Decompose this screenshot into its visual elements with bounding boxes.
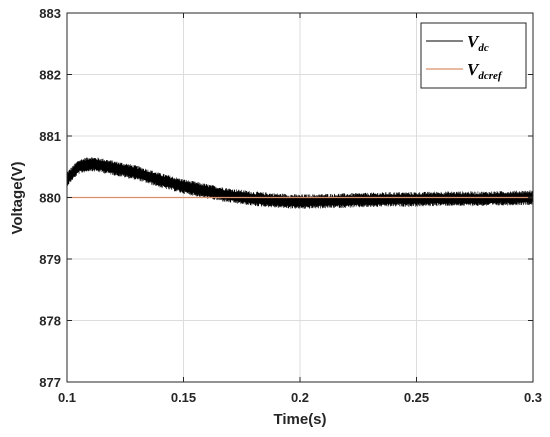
y-tick-label: 883 bbox=[39, 6, 61, 21]
x-tick-label: 0.15 bbox=[171, 390, 196, 405]
legend-label-vdcref: Vdcref bbox=[467, 60, 503, 82]
tick-marks bbox=[66, 12, 534, 383]
series-line-v-dc bbox=[66, 157, 534, 209]
y-tick-label: 877 bbox=[39, 375, 61, 390]
y-tick-label: 880 bbox=[39, 191, 61, 206]
legend-box bbox=[420, 22, 527, 89]
legend: Vdc Vdcref bbox=[420, 22, 527, 89]
x-axis-label: Time(s) bbox=[273, 411, 326, 428]
x-tick-label: 0.1 bbox=[58, 390, 76, 405]
y-tick-label: 881 bbox=[39, 129, 61, 144]
x-tick-label: 0.25 bbox=[404, 390, 429, 405]
y-tick-label: 878 bbox=[39, 314, 61, 329]
y-tick-label: 879 bbox=[39, 252, 61, 267]
x-tick-label: 0.2 bbox=[291, 390, 309, 405]
x-tick-label: 0.3 bbox=[524, 390, 542, 405]
y-tick-label: 882 bbox=[39, 68, 61, 83]
y-axis-label: Voltage(V) bbox=[9, 161, 26, 234]
legend-label-vdc: Vdc bbox=[467, 32, 489, 54]
series-layer bbox=[66, 157, 534, 209]
tick-labels: 0.1 0.15 0.2 0.25 0.3 877 878 879 880 881 882 883 bbox=[39, 6, 542, 405]
